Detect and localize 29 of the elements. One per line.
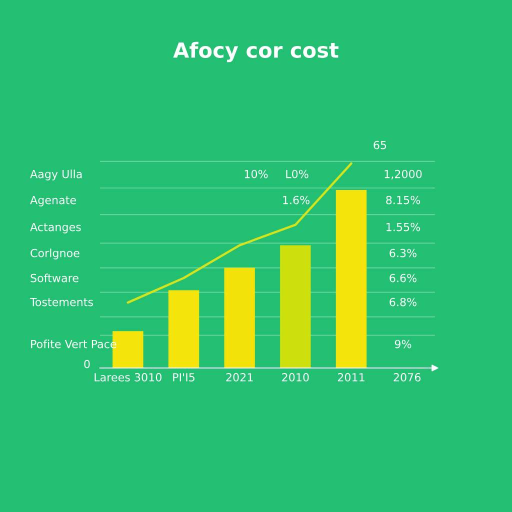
annotation: 1.6% (283, 196, 310, 204)
x-tick-label: 2021 (226, 373, 253, 382)
bar (224, 268, 255, 368)
annotation: 8.15% (386, 196, 420, 204)
x-tick-label: 2011 (338, 373, 364, 382)
annotation: 6.8% (390, 298, 416, 306)
text: Aagy Ulla (30, 170, 82, 180)
annotation: 1,2000 (384, 170, 422, 180)
annotation: L0% (286, 170, 308, 178)
text: 65 (374, 140, 386, 150)
text: 0 (84, 360, 90, 368)
text: Agenate (30, 196, 76, 206)
annotation: 10% (244, 170, 268, 178)
annotation: 6.6% (390, 274, 416, 282)
x-tick-label: 2076 (394, 373, 421, 382)
x-tick-label: PI'I5 (173, 373, 194, 382)
text: Actanges (30, 222, 81, 234)
x-tick-label: 2010 (282, 373, 309, 382)
bar (336, 190, 367, 368)
annotation: 6.3% (390, 248, 416, 258)
annotation: 1.55% (386, 222, 420, 232)
text: Tostements (30, 298, 93, 306)
chart-title: Afocy cor cost (173, 42, 338, 62)
bar (168, 290, 200, 368)
annotation: 9% (394, 340, 412, 348)
text: Software (30, 274, 78, 282)
bar (280, 245, 311, 368)
x-tick-label: Larees 3010 (94, 373, 162, 382)
text: Corlgnoe (30, 248, 80, 260)
